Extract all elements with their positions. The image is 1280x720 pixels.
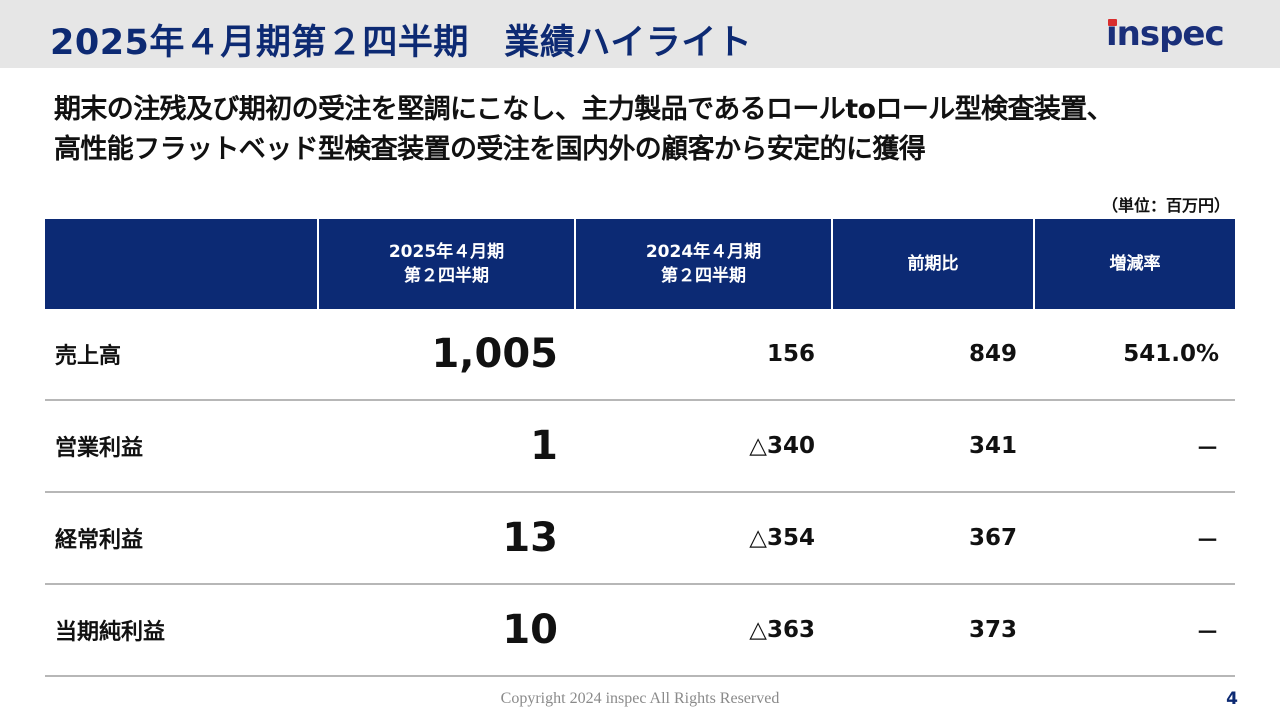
rate-value: 541.0%	[1123, 341, 1219, 367]
headline-line-2: 高性能フラットベッド型検査装置の受注を国内外の顧客から安定的に獲得	[54, 134, 926, 165]
header-cell-blank	[45, 219, 317, 309]
unit-note: （単位：百万円）	[1101, 196, 1230, 215]
header-current-line-1: 2025年４月期	[388, 242, 505, 262]
table-row: 営業利益 1 △340 341 －	[45, 401, 1235, 493]
rate-value: －	[1196, 528, 1219, 554]
current-value: 1,005	[431, 331, 558, 377]
previous-value: △340	[749, 433, 815, 459]
table-header: 2025年４月期 第２四半期 2024年４月期 第２四半期 前期比 増減率	[45, 219, 1235, 309]
change-value: 341	[968, 433, 1017, 459]
table-row: 経常利益 13 △354 367 －	[45, 493, 1235, 585]
header-band	[0, 0, 1280, 68]
logo-text: inspec	[1106, 14, 1225, 54]
rate-value: －	[1196, 436, 1219, 462]
header-rate-label: 増減率	[1109, 254, 1161, 274]
header-cell-previous: 2024年４月期 第２四半期	[574, 219, 831, 309]
current-value: 1	[530, 423, 558, 469]
header-change-label: 前期比	[907, 254, 959, 274]
headline-line-1: 期末の注残及び期初の受注を堅調にこなし、主力製品であるロールtoロール型検査装置…	[54, 94, 1114, 125]
change-value: 367	[968, 525, 1017, 551]
rate-value: －	[1196, 620, 1219, 646]
row-label: 営業利益	[55, 436, 144, 461]
change-value: 373	[968, 617, 1017, 643]
header-cell-change: 前期比	[831, 219, 1033, 309]
header-current-line-2: 第２四半期	[404, 266, 489, 286]
header-previous-line-1: 2024年４月期	[645, 242, 762, 262]
copyright-footer: Copyright 2024 inspec All Rights Reserve…	[500, 690, 780, 707]
row-label: 当期純利益	[55, 620, 166, 645]
previous-value: △354	[749, 525, 815, 551]
previous-value: △363	[749, 617, 815, 643]
current-value: 13	[502, 515, 558, 561]
row-label: 経常利益	[55, 528, 144, 553]
previous-value: 156	[766, 341, 815, 367]
results-table: 2025年４月期 第２四半期 2024年４月期 第２四半期 前期比 増減率 売上…	[45, 219, 1235, 677]
logo-accent-mark	[1108, 19, 1117, 26]
headline: 期末の注残及び期初の受注を堅調にこなし、主力製品であるロールtoロール型検査装置…	[54, 90, 1254, 170]
change-value: 849	[968, 341, 1017, 367]
header-previous-line-2: 第２四半期	[661, 266, 746, 286]
page-number: 4	[1226, 689, 1238, 709]
table-row: 当期純利益 10 △363 373 －	[45, 585, 1235, 677]
header-cell-current: 2025年４月期 第２四半期	[317, 219, 574, 309]
current-value: 10	[502, 607, 558, 653]
table-row: 売上高 1,005 156 849 541.0%	[45, 309, 1235, 401]
row-label: 売上高	[55, 344, 122, 369]
header-cell-rate: 増減率	[1033, 219, 1235, 309]
slide-title: 2025年４月期第２四半期 業績ハイライト	[50, 23, 753, 63]
inspec-logo: inspec	[1106, 14, 1225, 54]
